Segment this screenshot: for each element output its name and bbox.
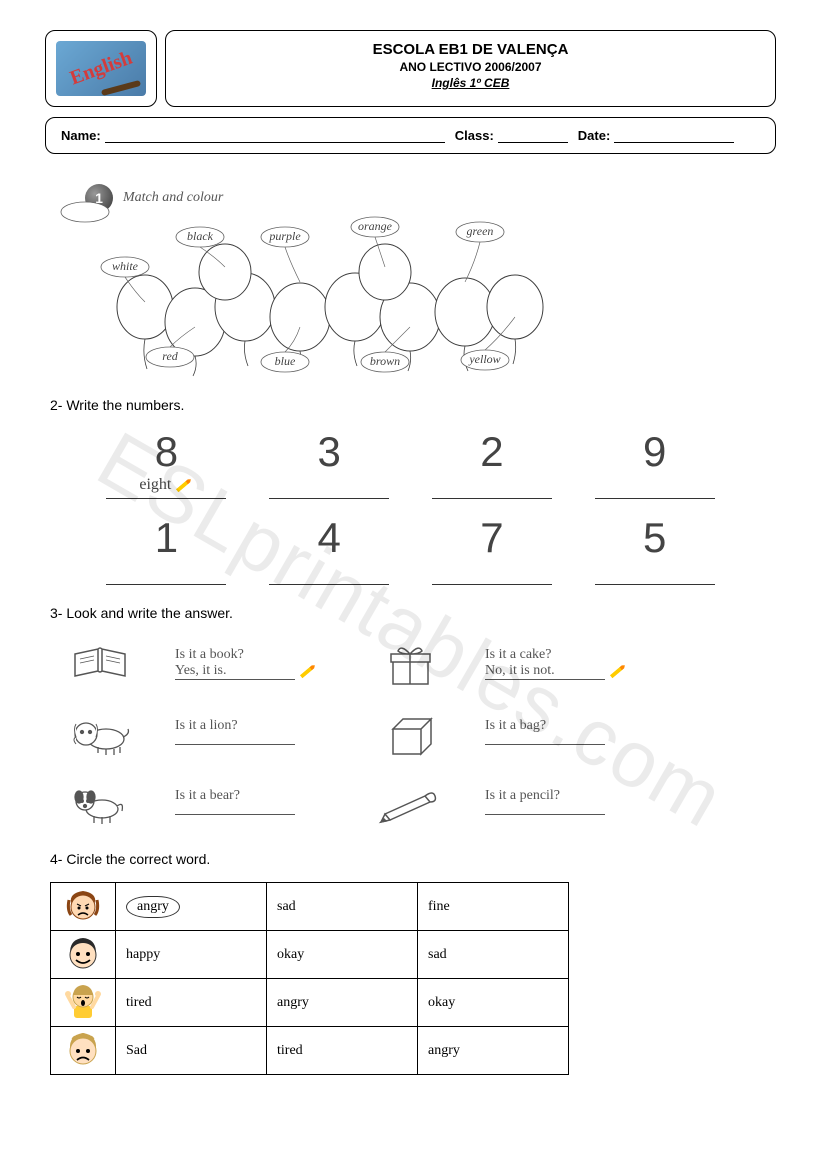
number-cell[interactable]: 1 (106, 514, 226, 585)
box-icon (375, 706, 445, 761)
date-label: Date: (578, 128, 611, 143)
worksheet-page: English ESCOLA EB1 DE VALENÇA ANO LECTIV… (0, 0, 821, 1105)
title-box: ESCOLA EB1 DE VALENÇA ANO LECTIVO 2006/2… (165, 30, 776, 107)
date-field[interactable]: Date: (578, 128, 735, 143)
question-lion[interactable]: Is it a lion? (175, 718, 355, 750)
exercise-1: 1 Match and colour (85, 184, 776, 372)
word-cell[interactable]: happy (116, 931, 267, 979)
word-cell[interactable]: sad (267, 883, 418, 931)
number-cell[interactable]: 7 (432, 514, 552, 585)
color-label: purple (268, 229, 301, 243)
pencil-icon (610, 663, 626, 678)
color-label: blue (275, 354, 296, 368)
word-cell[interactable]: sad (418, 931, 569, 979)
exercise-2-title: 2- Write the numbers. (50, 397, 776, 413)
class-label: Class: (455, 128, 494, 143)
face-happy-boy-icon (51, 931, 116, 979)
exercise-3: Is it a book?Yes, it is. Is it a cake?No… (65, 636, 776, 831)
question-cake[interactable]: Is it a cake?No, it is not. (485, 647, 665, 680)
number-cell[interactable]: 9 (595, 428, 715, 499)
word-cell[interactable]: tired (116, 979, 267, 1027)
word-cell[interactable]: tired (267, 1027, 418, 1075)
exercise-2: 8eight 3 2 9 1 4 7 5 (85, 428, 736, 585)
balloons-image: white black red purple blue orange brown… (85, 212, 585, 372)
word-cell[interactable]: fine (418, 883, 569, 931)
word-cell[interactable]: okay (418, 979, 569, 1027)
name-label: Name: (61, 128, 101, 143)
word-cell[interactable]: angry (418, 1027, 569, 1075)
gift-icon (375, 636, 445, 691)
lion-icon (65, 706, 135, 761)
color-label: white (112, 259, 139, 273)
course-name: Inglês 1º CEB (166, 76, 775, 90)
number-cell[interactable]: 2 (432, 428, 552, 499)
color-label: red (162, 349, 179, 363)
pencil-icon (176, 478, 192, 493)
question-pencil[interactable]: Is it a pencil? (485, 788, 665, 820)
book-icon (65, 636, 135, 691)
color-label: black (187, 229, 214, 243)
face-sad-boy-icon (51, 1027, 116, 1075)
word-cell[interactable]: angry (116, 883, 267, 931)
word-cell[interactable]: okay (267, 931, 418, 979)
pencil-icon (300, 663, 316, 678)
question-book[interactable]: Is it a book?Yes, it is. (175, 647, 355, 680)
number-row-2: 1 4 7 5 (85, 514, 736, 585)
logo-image: English (56, 41, 146, 96)
brush-icon (101, 80, 141, 96)
exercise-1-title: Match and colour (123, 190, 223, 206)
number-cell[interactable]: 3 (269, 428, 389, 499)
word-cell[interactable]: Sad (116, 1027, 267, 1075)
logo-box: English (45, 30, 157, 107)
academic-year: ANO LECTIVO 2006/2007 (166, 60, 775, 74)
pencil-drawing-icon (375, 776, 445, 831)
number-cell[interactable]: 5 (595, 514, 715, 585)
color-label: green (467, 224, 494, 238)
table-row: angry sad fine (51, 883, 569, 931)
number-cell[interactable]: 4 (269, 514, 389, 585)
name-field[interactable]: Name: (61, 128, 445, 143)
table-row: happy okay sad (51, 931, 569, 979)
face-tired-boy-icon (51, 979, 116, 1027)
class-field[interactable]: Class: (455, 128, 568, 143)
word-cell[interactable]: angry (267, 979, 418, 1027)
color-label: orange (358, 219, 393, 233)
exercise-4-table: angry sad fine happy okay sad tired angr… (50, 882, 569, 1075)
dog-icon (65, 776, 135, 831)
face-angry-girl-icon (51, 883, 116, 931)
exercise-4-title: 4- Circle the correct word. (50, 851, 776, 867)
color-label: yellow (468, 352, 500, 366)
school-name: ESCOLA EB1 DE VALENÇA (166, 41, 775, 58)
header-section: English ESCOLA EB1 DE VALENÇA ANO LECTIV… (45, 30, 776, 107)
number-row-1: 8eight 3 2 9 (85, 428, 736, 499)
student-info-row: Name: Class: Date: (45, 117, 776, 154)
exercise-3-title: 3- Look and write the answer. (50, 605, 776, 621)
question-bear[interactable]: Is it a bear? (175, 788, 355, 820)
question-bag[interactable]: Is it a bag? (485, 718, 665, 750)
table-row: tired angry okay (51, 979, 569, 1027)
number-cell[interactable]: 8eight (106, 428, 226, 499)
color-label: brown (370, 354, 400, 368)
table-row: Sad tired angry (51, 1027, 569, 1075)
content-area: ESLprintables.com 1 Match and colour (45, 184, 776, 1075)
